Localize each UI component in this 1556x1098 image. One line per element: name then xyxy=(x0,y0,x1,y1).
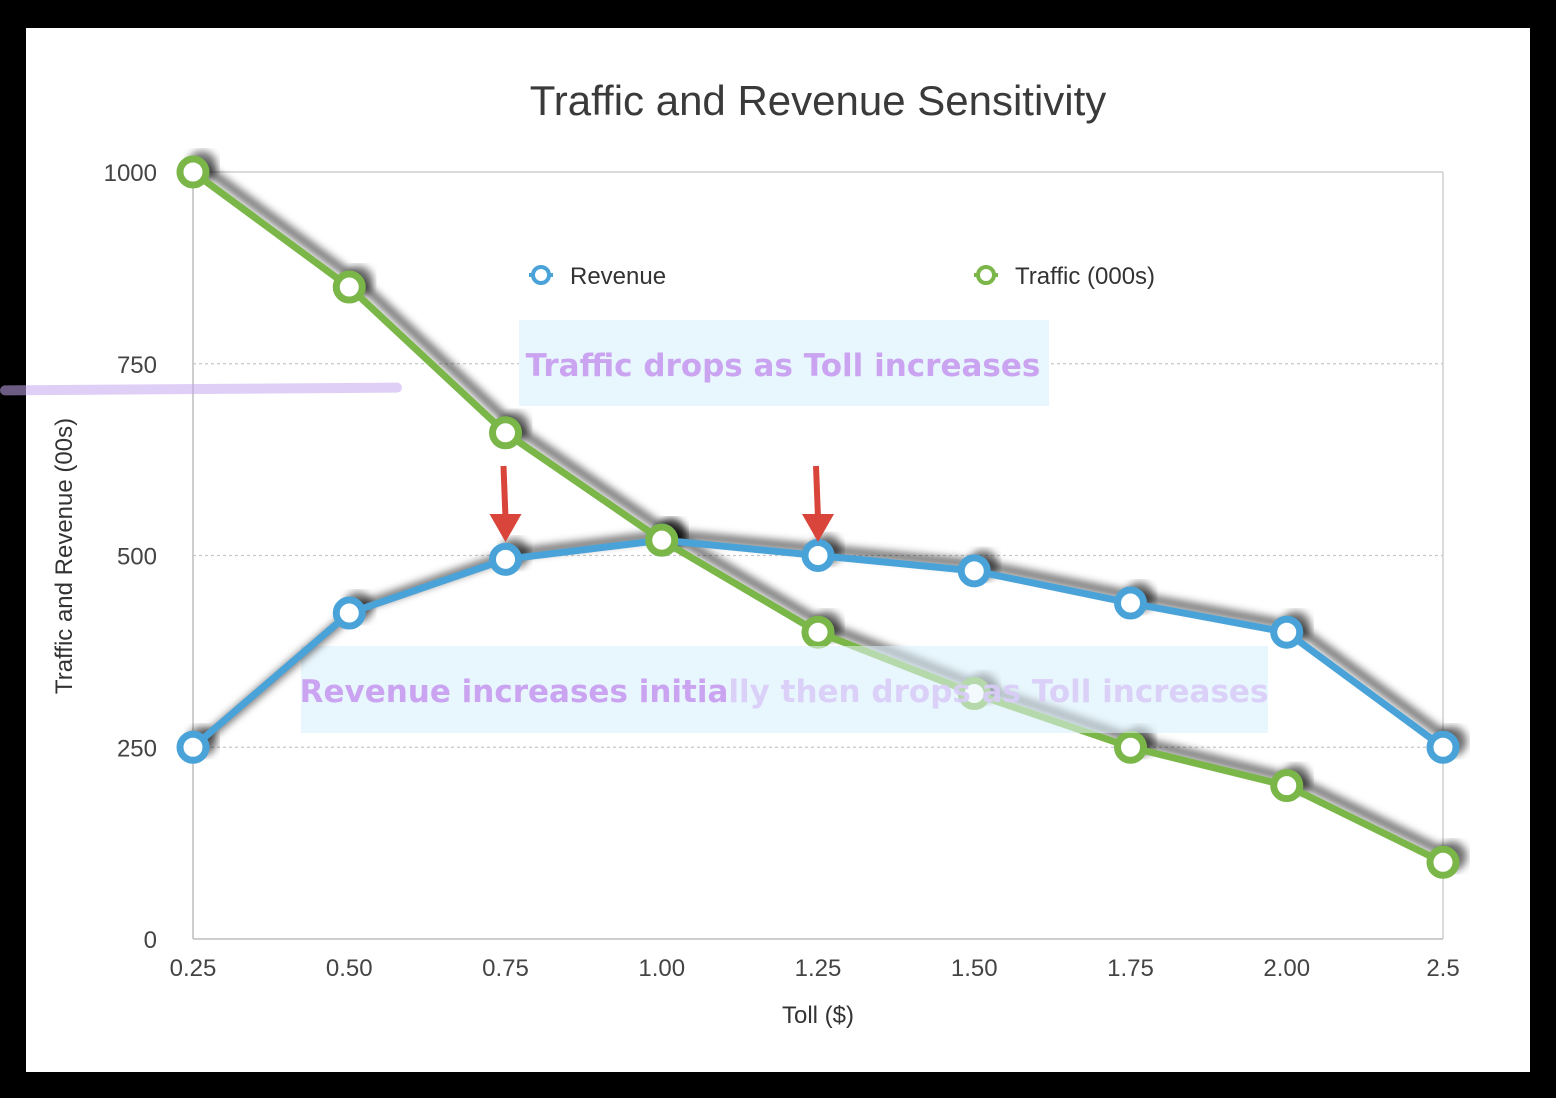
red-arrow-head-2 xyxy=(802,514,834,542)
revenue-point xyxy=(176,730,210,764)
red-arrow-shaft-2 xyxy=(813,465,821,519)
x-tick-label: 0.25 xyxy=(170,955,217,982)
traffic-point xyxy=(176,155,210,189)
chart-panel: Traffic and Revenue Sensitivity Traffic … xyxy=(0,28,1530,1072)
traffic-point xyxy=(801,615,835,649)
red-arrow-head-1 xyxy=(489,514,522,542)
y-tick-label: 0 xyxy=(144,927,157,954)
annotation-box-1 xyxy=(519,320,1049,406)
annotation-veil xyxy=(726,646,1268,733)
annotation-text-1: Traffic drops as Toll increases xyxy=(526,348,1041,384)
traffic-point xyxy=(645,523,679,557)
traffic-point xyxy=(1270,769,1304,803)
revenue-point xyxy=(332,596,366,630)
chart-title: Traffic and Revenue Sensitivity xyxy=(530,77,1107,124)
x-tick-label: 0.50 xyxy=(326,955,373,982)
x-tick-label: 2.5 xyxy=(1426,955,1459,982)
x-tick-label: 2.00 xyxy=(1263,955,1310,982)
x-tick-label: 0.75 xyxy=(482,955,529,982)
y-tick-label: 250 xyxy=(117,735,157,762)
x-tick-label: 1.75 xyxy=(1107,955,1154,982)
revenue-point xyxy=(801,539,835,572)
revenue-point xyxy=(1270,615,1304,649)
x-tick-label: 1.50 xyxy=(951,955,998,982)
revenue-point xyxy=(489,542,522,576)
legend-label-revenue: Revenue xyxy=(570,263,666,290)
y-tick-label: 1000 xyxy=(104,160,157,187)
legend-marker xyxy=(976,265,996,285)
y-axis-label: Traffic and Revenue (00s) xyxy=(51,418,78,694)
y-tick-label: 750 xyxy=(117,352,157,379)
x-tick-label: 1.25 xyxy=(795,955,842,982)
traffic-point xyxy=(489,416,522,450)
revenue-point xyxy=(1426,730,1460,764)
red-arrow-shaft-1 xyxy=(500,465,509,519)
x-tick-label: 1.00 xyxy=(638,955,685,982)
traffic-point xyxy=(1114,730,1147,764)
revenue-point xyxy=(1114,586,1147,620)
legend-label-traffic: Traffic (000s) xyxy=(1015,263,1155,290)
line-chart: Traffic and Revenue Sensitivity Traffic … xyxy=(51,77,1467,1029)
traffic-point xyxy=(1426,845,1460,879)
series-shadow-1 xyxy=(199,162,1454,861)
legend-marker xyxy=(531,265,551,285)
revenue-point xyxy=(957,554,991,588)
traffic-point xyxy=(332,270,366,304)
x-axis-label: Toll ($) xyxy=(782,1002,854,1029)
y-tick-label: 500 xyxy=(117,544,157,571)
